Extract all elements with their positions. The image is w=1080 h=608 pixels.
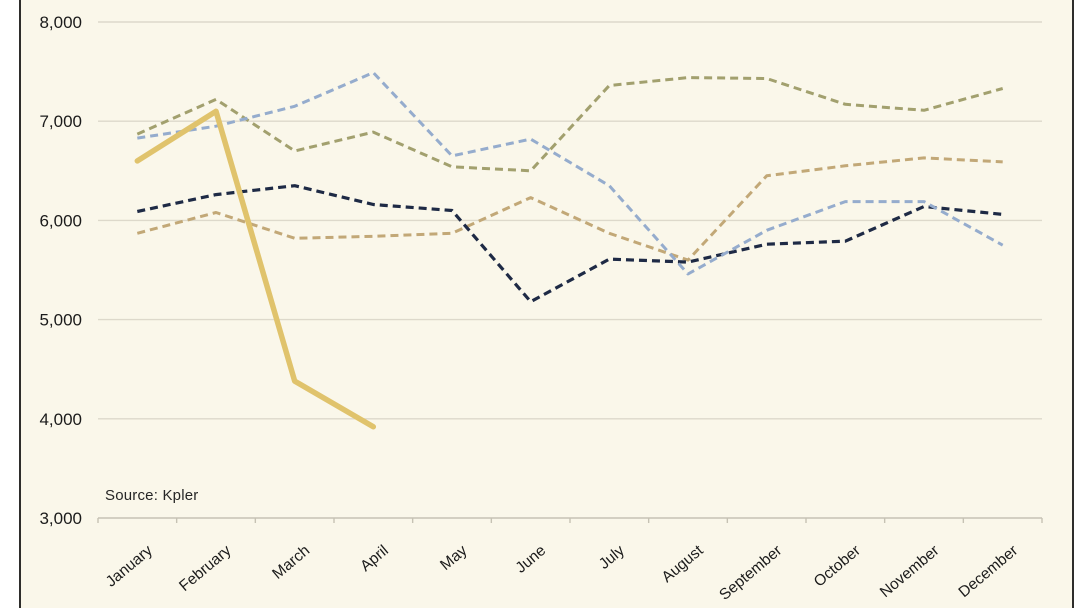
y-axis-tick-label: 8,000 <box>39 13 82 32</box>
x-axis-month-label: September <box>716 542 785 604</box>
series-gold-solid-line <box>134 108 377 430</box>
left-border-line <box>19 0 21 608</box>
series-tan-dashed-line <box>136 156 1003 262</box>
x-axis-month-label: December <box>956 542 1022 601</box>
y-axis-tick-label: 7,000 <box>39 112 82 131</box>
right-border-line <box>1072 0 1074 608</box>
series-olive-dashed-line <box>136 76 1004 173</box>
x-axis-month-label: November <box>877 542 943 601</box>
x-axis-month-label: June <box>513 542 550 577</box>
series-dark-navy-dashed-line <box>136 184 1003 304</box>
series-light-blue-dashed-line <box>137 71 1004 276</box>
x-axis-month-label: August <box>659 542 707 586</box>
x-axis-month-label: January <box>103 542 156 591</box>
x-axis-month-label: February <box>176 542 235 595</box>
x-axis-month-label: March <box>269 542 313 583</box>
x-axis-month-label: October <box>811 542 864 590</box>
x-axis-month-label: July <box>596 542 628 573</box>
x-axis-month-label: May <box>437 542 471 574</box>
chart-background <box>21 0 1074 608</box>
y-axis-tick-label: 6,000 <box>39 211 82 230</box>
y-axis-tick-label: 3,000 <box>39 509 82 528</box>
y-axis-tick-label: 4,000 <box>39 410 82 429</box>
y-axis-tick-label: 5,000 <box>39 311 82 330</box>
x-axis-month-label: April <box>357 542 392 575</box>
source-label: Source: Kpler <box>105 487 199 504</box>
